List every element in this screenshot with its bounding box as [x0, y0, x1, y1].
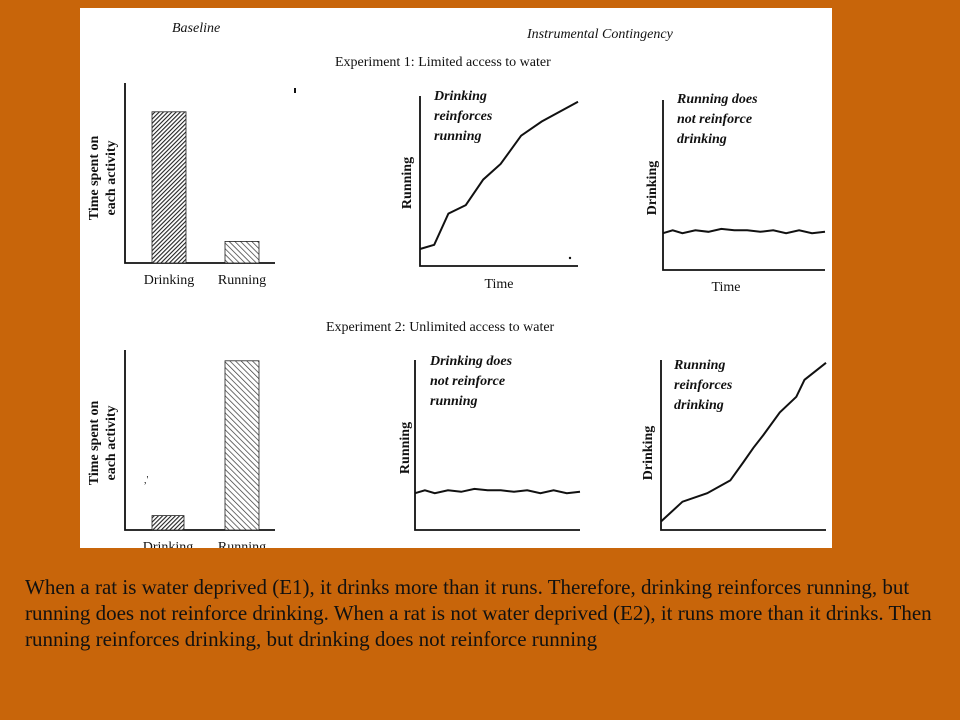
figure-canvas: Baseline Instrumental Contingency Experi… [87, 21, 827, 548]
bar-running [224, 240, 260, 264]
scan-speck: ,' [144, 475, 149, 486]
chart-annotation: not reinforce [430, 374, 505, 389]
experiment1-title: Experiment 1: Limited access to water [335, 55, 551, 70]
y-axis-label: Drinking [641, 426, 656, 480]
y-axis-label: each activity [104, 405, 119, 480]
x-axis-label: Time [711, 280, 740, 295]
baseline-header: Baseline [172, 21, 220, 36]
series-line [660, 362, 827, 523]
category-label: Running [218, 540, 266, 548]
chart-annotation: drinking [674, 398, 724, 413]
series-line [414, 487, 581, 495]
caption-text: When a rat is water deprived (E1), it dr… [25, 575, 932, 651]
chart-annotation: reinforces [434, 109, 493, 124]
chart-e1-running-does-not-reinforce-drinking: Running does not reinforce drinking Drinkin… [645, 92, 826, 295]
experiment2-title: Experiment 2: Unlimited access to water [326, 320, 555, 335]
y-axis-label: Time spent on [87, 401, 102, 486]
chart-e1-baseline: Drinking Running Time spent on each activit… [87, 83, 275, 288]
series-line [662, 227, 826, 235]
chart-e1-drinking-reinforces-running: Drinking reinforces running Running Time [400, 89, 579, 292]
bar-drinking [151, 515, 185, 531]
y-axis-label: each activity [104, 140, 119, 215]
y-axis-label: Drinking [645, 161, 660, 215]
chart-e2-running-reinforces-drinking: Running reinforces drinking Drinking Time [641, 358, 827, 548]
instrumental-header: Instrumental Contingency [526, 27, 674, 42]
y-axis-label: Running [400, 157, 415, 209]
chart-annotation: Drinking [433, 89, 487, 104]
chart-annotation: running [430, 394, 477, 409]
bar-drinking [151, 111, 187, 264]
x-axis-label: Time [484, 277, 513, 292]
scan-speck [568, 256, 572, 260]
series-line [419, 100, 579, 250]
category-label: Running [218, 273, 266, 288]
chart-annotation: not reinforce [677, 112, 752, 127]
x-axis-label: Time [465, 546, 494, 548]
chart-annotation: running [434, 129, 481, 144]
chart-annotation: reinforces [674, 378, 733, 393]
bar-running [224, 360, 260, 531]
chart-e2-baseline: Drinking Running Time spent on each activit… [87, 350, 275, 548]
axis-lines [662, 100, 825, 271]
scan-speck [294, 88, 296, 93]
chart-annotation: Running does [676, 92, 758, 107]
axis-lines [419, 96, 578, 267]
axis-lines [414, 360, 580, 531]
chart-annotation: drinking [677, 132, 727, 147]
axis-lines [124, 83, 275, 264]
category-label: Drinking [144, 273, 195, 288]
y-axis-label: Time spent on [87, 136, 102, 221]
chart-e2-drinking-does-not-reinforce-running: Drinking does not reinforce running Running… [398, 354, 581, 548]
chart-annotation: Running [673, 358, 725, 373]
y-axis-label: Running [398, 422, 413, 474]
x-axis-label: Time [735, 546, 764, 548]
category-label: Drinking [143, 540, 194, 548]
figure-panel: Baseline Instrumental Contingency Experi… [80, 8, 832, 548]
axis-lines [660, 360, 826, 531]
chart-annotation: Drinking does [429, 354, 513, 369]
